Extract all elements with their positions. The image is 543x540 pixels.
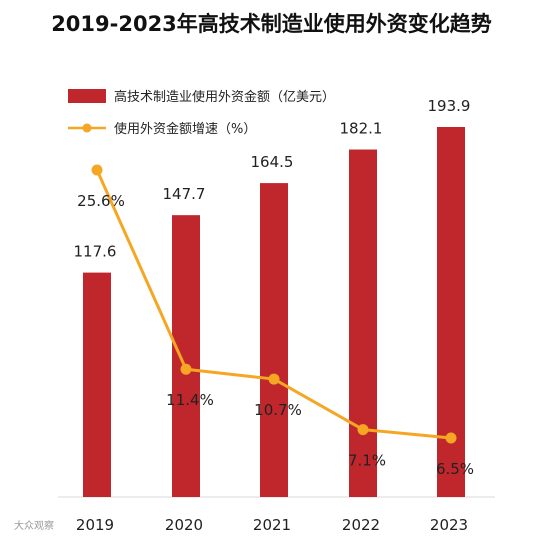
legend-line-marker [82, 123, 92, 133]
growth-point-2020 [180, 363, 192, 375]
x-tick-2023: 2023 [430, 516, 468, 534]
x-tick-2020: 2020 [165, 516, 203, 534]
growth-point-2021 [268, 373, 280, 385]
bar-2019 [83, 272, 111, 497]
bar-label-2022: 182.1 [340, 120, 383, 138]
watermark: 大众观察 [14, 521, 54, 532]
bar-label-2021: 164.5 [251, 153, 294, 171]
x-tick-2021: 2021 [253, 516, 291, 534]
bar-2020 [172, 215, 200, 497]
legend-line-label: 使用外资金额增速（%） [114, 121, 256, 137]
growth-label-2023: 6.5% [436, 460, 474, 478]
x-tick-2022: 2022 [342, 516, 380, 534]
bar-label-2020: 147.7 [163, 185, 206, 203]
bar-label-2019: 117.6 [74, 243, 117, 261]
chart-title: 2019-2023年高技术制造业使用外资变化趋势 [51, 12, 492, 36]
growth-label-2022: 7.1% [348, 452, 386, 470]
x-tick-2019: 2019 [76, 516, 114, 534]
legend-bar-label: 高技术制造业使用外资金额（亿美元） [114, 89, 335, 105]
growth-point-2022 [357, 424, 369, 436]
growth-label-2020: 11.4% [166, 391, 214, 409]
bar-label-2023: 193.9 [428, 97, 471, 115]
growth-point-2019 [91, 164, 103, 176]
legend-bar-swatch [68, 89, 106, 103]
growth-point-2023 [445, 432, 457, 444]
bar-2021 [260, 183, 288, 498]
growth-label-2021: 10.7% [254, 401, 302, 419]
bar-2022 [349, 149, 377, 497]
growth-label-2019: 25.6% [77, 192, 125, 210]
